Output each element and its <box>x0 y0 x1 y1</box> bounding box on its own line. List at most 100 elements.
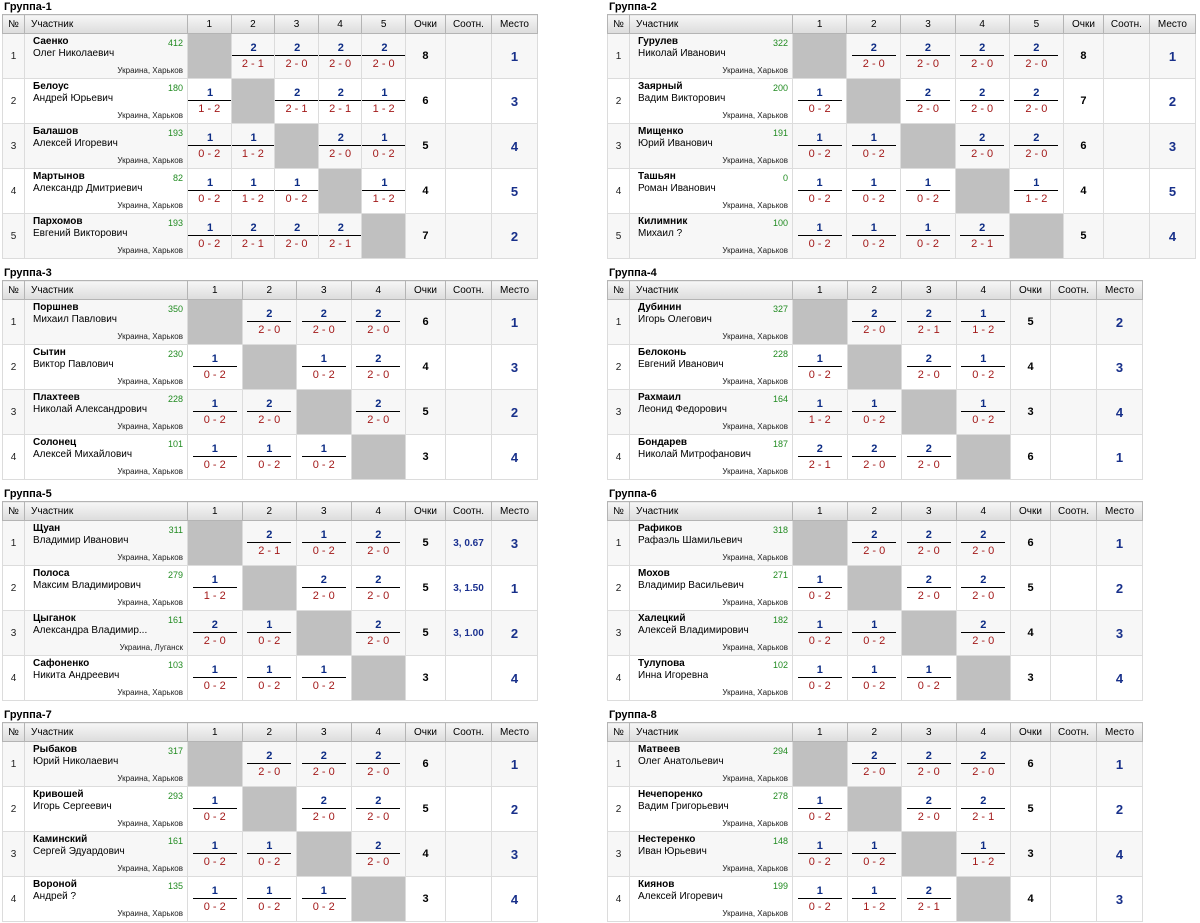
match-result-cell: 2 2 - 0 <box>296 565 352 611</box>
player-surname[interactable]: Каминский <box>33 834 88 845</box>
points-total: 6 <box>1010 434 1051 480</box>
match-points: 2 <box>356 398 401 412</box>
group-8: Группа-8 № Участник 1 2 3 4 Очки Соотн. Место 1 Мат… <box>607 708 1143 922</box>
player-city: Украина, Харьков <box>722 467 788 476</box>
player-surname[interactable]: Дубинин <box>638 302 682 313</box>
player-city: Украина, Харьков <box>117 467 183 476</box>
match-result-cell: 2 2 - 0 <box>901 741 957 787</box>
table-row: 3 Каминский 161 Сергей Эдуардович Украина, Х… <box>2 831 538 877</box>
match-score: 0 - 2 <box>203 369 226 381</box>
tiebreak-ratio <box>1050 434 1097 480</box>
match-points: 2 <box>961 795 1006 809</box>
match-result-cell: 2 2 - 0 <box>274 33 320 79</box>
group-title: Группа-4 <box>609 267 657 279</box>
player-surname[interactable]: Пархомов <box>33 216 83 227</box>
player-surname[interactable]: Киянов <box>638 879 675 890</box>
match-points: 2 <box>318 87 363 101</box>
player-surname[interactable]: Нестеренко <box>638 834 696 845</box>
match-result-cell: 1 0 - 2 <box>792 344 848 390</box>
final-place: 4 <box>491 876 538 922</box>
match-result-cell: 2 2 - 0 <box>955 610 1011 656</box>
header-opponent-4: 4 <box>350 280 406 300</box>
match-score: 0 - 2 <box>972 369 995 381</box>
player-city: Украина, Харьков <box>722 909 788 918</box>
player-surname[interactable]: Вороной <box>33 879 77 890</box>
tiebreak-ratio: 3, 1.50 <box>445 565 492 611</box>
player-surname[interactable]: Нечепоренко <box>638 789 703 800</box>
player-surname[interactable]: Солонец <box>33 437 77 448</box>
match-points: 1 <box>1014 177 1059 191</box>
table-row: 3 Цыганок 161 Александра Владимир... Украина… <box>2 610 538 656</box>
player-surname[interactable]: Рыбаков <box>33 744 78 755</box>
player-surname[interactable]: Халецкий <box>638 613 686 624</box>
player-surname[interactable]: Тулупова <box>638 658 685 669</box>
match-result-cell: 1 0 - 2 <box>901 655 957 701</box>
match-points: 2 <box>275 222 320 236</box>
tiebreak-ratio <box>444 213 492 259</box>
player-surname[interactable]: Белоус <box>33 81 69 92</box>
match-result-cell: 1 0 - 2 <box>792 565 848 611</box>
tiebreak-ratio <box>1050 786 1097 832</box>
participant-cell: Рыбаков 317 Юрий Николаевич Украина, Харько… <box>24 741 188 787</box>
player-surname[interactable]: Рафиков <box>638 523 683 534</box>
header-num: № <box>2 722 25 742</box>
final-place: 1 <box>1148 33 1196 79</box>
player-surname[interactable]: Белоконь <box>638 347 687 358</box>
match-score: 2 - 0 <box>329 148 352 160</box>
match-result-cell: 2 2 - 0 <box>350 565 406 611</box>
player-rating: 100 <box>772 218 788 228</box>
self-match-cell <box>792 520 848 566</box>
match-points: 2 <box>960 222 1005 236</box>
match-points: 2 <box>852 443 897 457</box>
player-surname[interactable]: Рахмаил <box>638 392 681 403</box>
player-rating: 193 <box>167 218 183 228</box>
tiebreak-ratio <box>1050 389 1097 435</box>
header-opponent-1: 1 <box>791 14 848 34</box>
match-result-cell: 1 0 - 2 <box>791 123 848 169</box>
match-result-cell: 1 0 - 2 <box>792 610 848 656</box>
player-surname[interactable]: Балашов <box>33 126 79 137</box>
player-full-name: Игорь Сергеевич <box>33 801 112 812</box>
player-surname[interactable]: Кривошей <box>33 789 84 800</box>
player-surname[interactable]: Матвеев <box>638 744 681 755</box>
row-number: 2 <box>2 565 25 611</box>
player-surname[interactable]: Мартынов <box>33 171 85 182</box>
header-num: № <box>607 722 630 742</box>
player-surname[interactable]: Сафоненко <box>33 658 90 669</box>
player-surname[interactable]: Мищенко <box>638 126 684 137</box>
participant-cell: Щуан 311 Владимир Иванович Украина, Харьков <box>24 520 188 566</box>
player-surname[interactable]: Поршнев <box>33 302 79 313</box>
player-surname[interactable]: Килимник <box>638 216 688 227</box>
match-score: 1 - 2 <box>972 324 995 336</box>
header-opponent-1: 1 <box>187 280 243 300</box>
match-score: 2 - 1 <box>917 324 940 336</box>
match-points: 1 <box>906 664 951 678</box>
row-number: 3 <box>607 389 630 435</box>
player-surname[interactable]: Цыганок <box>33 613 76 624</box>
points-total: 3 <box>1010 655 1051 701</box>
match-points: 1 <box>797 353 842 367</box>
player-surname[interactable]: Заярный <box>638 81 683 92</box>
player-surname[interactable]: Ташьян <box>638 171 676 182</box>
match-score: 1 - 2 <box>1025 193 1048 205</box>
match-points: 1 <box>961 398 1006 412</box>
player-full-name: Олег Анатольевич <box>638 756 724 767</box>
player-surname[interactable]: Бондарев <box>638 437 688 448</box>
points-total: 4 <box>1010 344 1051 390</box>
self-match-cell <box>901 610 957 656</box>
player-surname[interactable]: Гурулев <box>638 36 679 47</box>
match-result-cell: 1 0 - 2 <box>274 168 320 214</box>
player-surname[interactable]: Саенко <box>33 36 69 47</box>
self-match-cell <box>350 655 406 701</box>
match-score: 2 - 0 <box>971 148 994 160</box>
participant-cell: Плахтеев 228 Николай Александрович Украина,… <box>24 389 188 435</box>
player-surname[interactable]: Плахтеев <box>33 392 80 403</box>
player-surname[interactable]: Мохов <box>638 568 670 579</box>
points-total: 3 <box>1010 831 1051 877</box>
player-surname[interactable]: Сытин <box>33 347 66 358</box>
player-surname[interactable]: Щуан <box>33 523 61 534</box>
player-surname[interactable]: Полоса <box>33 568 70 579</box>
final-place: 1 <box>1096 741 1143 787</box>
match-score: 0 - 2 <box>862 193 885 205</box>
match-score: 2 - 0 <box>916 103 939 115</box>
